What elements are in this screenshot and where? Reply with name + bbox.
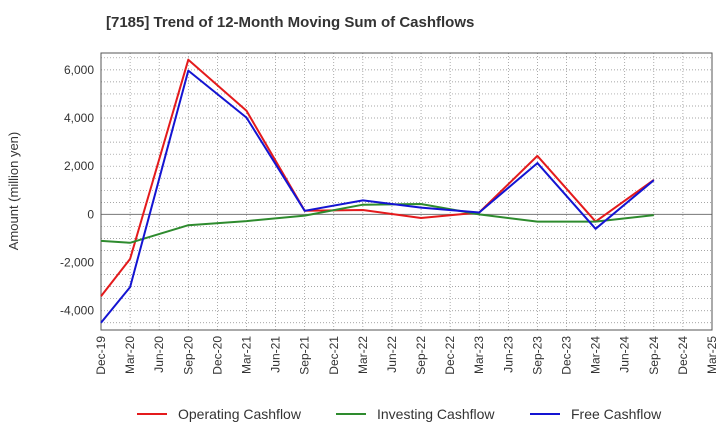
x-tick-label: Jun-22 <box>385 336 399 373</box>
y-axis-label: Amount (million yen) <box>6 132 21 251</box>
y-tick-label: 2,000 <box>64 159 94 173</box>
y-tick-label: 6,000 <box>64 63 94 77</box>
x-tick-label: Dec-22 <box>443 336 457 375</box>
y-axis-ticks: -4,000 -2,000 0 2,000 4,000 6,000 <box>60 63 94 318</box>
y-tick-label: 0 <box>87 207 94 221</box>
free-cashflow-legend-label: Free Cashflow <box>571 406 662 422</box>
x-tick-label: Jun-20 <box>152 336 166 373</box>
investing-cashflow-legend-label: Investing Cashflow <box>377 406 495 422</box>
x-tick-label: Dec-20 <box>210 336 224 375</box>
x-tick-label: Dec-21 <box>327 336 341 375</box>
x-tick-label: Mar-22 <box>356 336 370 374</box>
free-cashflow-line <box>100 69 655 324</box>
x-tick-label: Dec-19 <box>94 336 108 375</box>
x-tick-label: Jun-21 <box>269 336 283 373</box>
y-tick-label: -4,000 <box>60 304 94 318</box>
x-tick-label: Jun-24 <box>618 336 632 373</box>
x-tick-label: Mar-24 <box>589 336 603 374</box>
operating-cashflow-line <box>100 58 655 297</box>
legend: Operating Cashflow Investing Cashflow Free… <box>137 406 662 422</box>
grid <box>101 53 712 330</box>
x-tick-label: Sep-23 <box>530 336 544 375</box>
chart-title: [7185] Trend of 12-Month Moving Sum of C… <box>106 14 475 31</box>
series-lines <box>100 58 655 324</box>
investing-cashflow-line <box>100 203 654 244</box>
x-tick-label: Dec-23 <box>560 336 574 375</box>
plot-frame <box>100 52 713 331</box>
y-tick-label: -2,000 <box>60 256 94 270</box>
x-tick-label: Dec-24 <box>676 336 690 375</box>
x-tick-label: Mar-20 <box>123 336 137 374</box>
x-tick-label: Sep-21 <box>298 336 312 375</box>
x-tick-label: Mar-23 <box>472 336 486 374</box>
y-tick-label: 4,000 <box>64 111 94 125</box>
x-tick-label: Jun-23 <box>501 336 515 373</box>
x-tick-label: Mar-21 <box>239 336 253 374</box>
x-tick-label: Sep-22 <box>414 336 428 375</box>
x-tick-label: Mar-25 <box>705 336 719 374</box>
x-axis-ticks: Dec-19 Mar-20 Jun-20 Sep-20 Dec-20 Mar-21 Jun-… <box>94 336 719 375</box>
x-tick-label: Sep-24 <box>647 336 661 375</box>
x-tick-label: Sep-20 <box>181 336 195 375</box>
operating-cashflow-legend-label: Operating Cashflow <box>178 406 302 422</box>
